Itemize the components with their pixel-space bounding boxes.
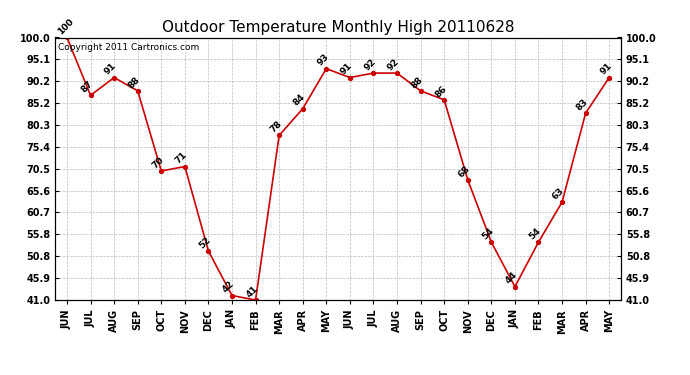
Text: 87: 87 bbox=[79, 79, 95, 94]
Text: 70: 70 bbox=[150, 155, 166, 170]
Text: 63: 63 bbox=[551, 186, 566, 201]
Text: Copyright 2011 Cartronics.com: Copyright 2011 Cartronics.com bbox=[58, 43, 199, 52]
Title: Outdoor Temperature Monthly High 20110628: Outdoor Temperature Monthly High 2011062… bbox=[162, 20, 514, 35]
Text: 91: 91 bbox=[103, 62, 118, 77]
Text: 88: 88 bbox=[126, 75, 142, 90]
Text: 92: 92 bbox=[362, 57, 377, 72]
Text: 91: 91 bbox=[598, 62, 613, 77]
Text: 44: 44 bbox=[504, 270, 519, 286]
Text: 83: 83 bbox=[575, 97, 590, 112]
Text: 88: 88 bbox=[409, 75, 425, 90]
Text: 41: 41 bbox=[244, 284, 259, 299]
Text: 68: 68 bbox=[457, 164, 472, 179]
Text: 78: 78 bbox=[268, 119, 284, 135]
Text: 71: 71 bbox=[174, 150, 189, 166]
Text: 91: 91 bbox=[339, 62, 354, 77]
Text: 86: 86 bbox=[433, 84, 448, 99]
Text: 52: 52 bbox=[197, 235, 213, 250]
Text: 100: 100 bbox=[56, 17, 75, 37]
Text: 93: 93 bbox=[315, 53, 331, 68]
Text: 42: 42 bbox=[221, 279, 236, 295]
Text: 54: 54 bbox=[527, 226, 542, 242]
Text: 84: 84 bbox=[292, 93, 307, 108]
Text: 54: 54 bbox=[480, 226, 495, 242]
Text: 92: 92 bbox=[386, 57, 401, 72]
